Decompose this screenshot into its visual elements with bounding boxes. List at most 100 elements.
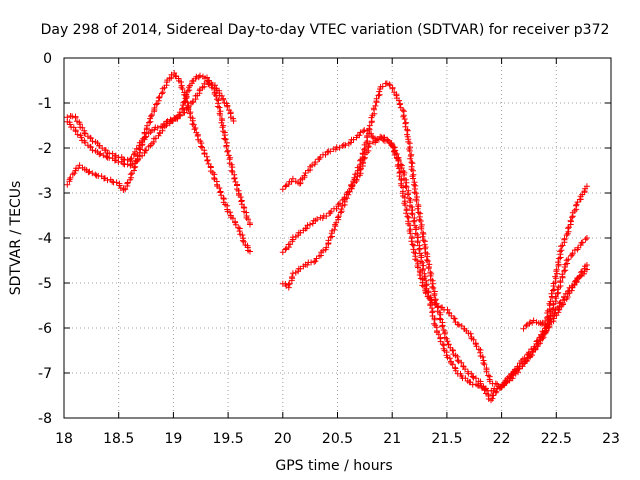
data-point [354,170,361,177]
series-track-6 [279,80,590,404]
data-point [246,221,253,228]
data-point [221,132,228,139]
data-point [413,190,420,197]
y-tick-label: -1 [38,96,52,112]
data-point [407,155,414,162]
data-point [420,231,427,237]
data-point [184,99,191,106]
data-point [536,334,543,341]
data-point [356,132,363,139]
data-point [429,283,436,290]
data-point [78,134,85,141]
data-point [178,79,184,85]
data-point [279,249,286,256]
data-point [395,157,402,164]
data-point [279,186,286,193]
data-point [132,148,138,155]
y-tick-label: -7 [38,366,52,382]
data-point [404,213,411,220]
data-point [451,315,458,322]
y-tick-label: -4 [38,231,52,247]
y-tick-label: -2 [38,141,52,157]
data-point [343,195,350,202]
data-point [406,147,413,154]
data-point [67,121,74,128]
data-point [109,178,116,185]
data-point [419,233,426,240]
data-point [389,85,396,92]
grid-lines [64,58,611,418]
data-point [462,366,469,373]
data-point [76,162,83,169]
data-point [454,357,461,364]
data-point [560,297,566,304]
data-point [72,114,79,121]
data-point [493,388,500,395]
data-point [131,164,138,171]
data-point [446,355,453,362]
data-point [92,171,99,178]
data-point [520,325,527,332]
data-point [325,237,332,244]
data-point [335,213,342,220]
data-point [444,306,451,313]
data-point [67,174,74,181]
x-axis-label: GPS time / hours [275,458,392,474]
data-point [64,181,71,188]
data-point [285,281,292,288]
data-point [414,205,421,212]
data-point [240,238,247,245]
data-point [408,238,415,245]
data-point [64,114,71,121]
data-point [311,258,318,265]
data-point [416,245,423,252]
data-point [186,110,193,117]
data-point [409,241,416,248]
data-point [415,264,421,271]
series-track-5 [279,135,590,394]
data-point [397,161,404,168]
data-point [409,160,416,167]
data-point [224,103,231,110]
data-points [64,70,590,404]
y-tick-label: -8 [38,411,52,427]
data-point [289,274,295,280]
data-point [103,153,110,160]
data-point [146,119,153,126]
data-point [480,360,487,366]
data-point [415,209,422,216]
data-point [393,151,400,157]
data-point [366,125,373,132]
data-point [239,237,246,244]
x-tick-label: 21.5 [431,431,462,447]
data-point [450,315,457,322]
data-point [379,83,386,90]
data-point [454,321,461,328]
data-point [492,389,499,396]
data-point [402,183,409,189]
data-point [227,209,233,216]
chart-title: Day 298 of 2014, Sidereal Day-to-day VTE… [41,22,610,38]
data-point [551,286,558,293]
data-point [342,142,349,149]
data-point [387,82,393,89]
data-point [314,216,321,223]
data-point [401,116,408,122]
data-point [432,297,439,304]
y-tick-label: -3 [38,186,52,202]
series-track-7 [520,183,590,332]
data-point [470,336,477,343]
data-point [331,226,338,233]
data-point [396,97,402,104]
data-point [120,156,127,163]
data-point [481,361,488,368]
data-point [141,129,148,136]
data-point [431,316,438,323]
data-point [548,290,555,297]
data-point [192,125,199,131]
data-point [417,258,424,265]
data-point [405,138,412,145]
data-point [339,143,346,149]
data-point [89,170,96,177]
